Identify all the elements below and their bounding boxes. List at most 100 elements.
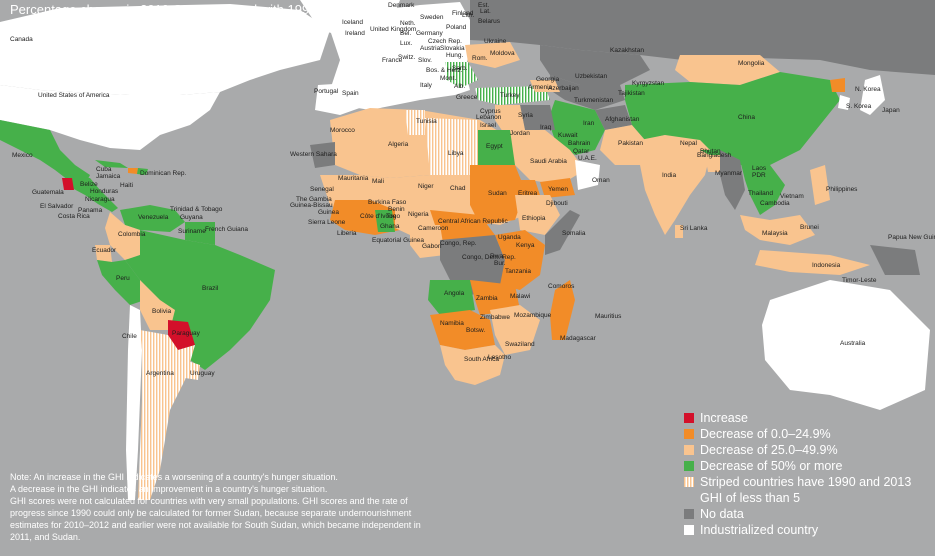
country-label: Burkina Faso — [368, 199, 407, 206]
country-label: Philippines — [826, 186, 858, 193]
country-label: Rwa. — [490, 253, 505, 260]
country-label: Iraq — [540, 124, 552, 131]
country-label: Senegal — [310, 186, 334, 193]
country-label: Eritrea — [518, 190, 538, 197]
country-label: Guinea-Bissau — [290, 202, 333, 209]
country-label: Switz. — [398, 54, 416, 61]
country-label: China — [738, 114, 755, 121]
zambia-malawi-shape — [470, 280, 520, 315]
uruguay-shape — [185, 360, 200, 380]
country-label: Bolivia — [152, 308, 172, 315]
country-label: Niger — [418, 183, 434, 190]
legend-label: Decrease of 25.0–49.9% — [700, 443, 838, 457]
country-label: French Guiana — [205, 226, 248, 233]
country-label: Portugal — [314, 88, 339, 95]
ethiopia-shape — [515, 195, 560, 235]
country-label: Serb. — [452, 65, 468, 72]
country-label: The Gambia — [296, 196, 332, 203]
cameroon-gabon-shape — [410, 225, 445, 258]
egypt-shape — [478, 130, 515, 165]
country-label: Kuwait — [558, 132, 578, 139]
country-label: Costa Rica — [58, 213, 90, 220]
paraguay-shape — [168, 320, 195, 350]
country-label: United States of America — [38, 92, 110, 99]
country-label: Haiti — [120, 182, 134, 189]
country-label: Jamaica — [96, 173, 121, 180]
legend-swatch — [684, 525, 694, 535]
country-label: Uruguay — [190, 370, 215, 377]
country-label: Yemen — [548, 186, 568, 193]
country-label: Uganda — [498, 234, 521, 241]
country-label: Rom. — [472, 55, 488, 62]
iraq-shape — [520, 105, 555, 130]
country-label: Syria — [518, 112, 533, 119]
country-label: Bos. & Herz. — [426, 67, 463, 74]
country-label: Ukraine — [484, 38, 507, 45]
country-label: Egypt — [486, 143, 503, 150]
spain-portugal-shape — [315, 82, 368, 115]
legend-label: Industrialized country — [700, 523, 819, 537]
map-title: Percentage change in 2013 GHI compared w… — [10, 2, 344, 17]
central-asia-shape — [550, 75, 625, 110]
ukraine-shape — [465, 42, 520, 68]
country-label: Brunei — [800, 224, 819, 231]
guatemala-shape — [62, 178, 74, 190]
tunisia-shape — [405, 110, 425, 135]
country-label: Sierra Leone — [308, 219, 346, 226]
country-label: Bhutan — [700, 148, 721, 155]
chile-shape — [126, 305, 142, 500]
country-label: Gabon — [422, 243, 442, 250]
legend-item-striped: Striped countries have 1990 and 2013 GHI… — [684, 474, 934, 506]
madagascar-shape — [550, 280, 575, 340]
legend-label: Decrease of 0.0–24.9% — [700, 427, 831, 441]
srilanka-shape — [675, 225, 683, 238]
legend-item-decrease-50-plus: Decrease of 50% or more — [684, 458, 934, 474]
legend-item-decrease-0-25: Decrease of 0.0–24.9% — [684, 426, 934, 442]
country-label: Algeria — [388, 141, 409, 148]
country-label: PDR — [752, 172, 766, 179]
mozambique-zimb-shape — [490, 305, 540, 355]
india-shape — [640, 135, 710, 235]
china-shape — [625, 72, 840, 165]
country-label: Timor-Leste — [842, 277, 877, 284]
russia-shape — [470, 0, 935, 75]
country-label: Belarus — [478, 18, 501, 25]
country-label: Central African Republic — [438, 218, 508, 225]
mongolia-shape — [675, 55, 780, 85]
country-label: Kyrgyzstan — [632, 80, 665, 87]
country-label: Paraguay — [172, 330, 200, 337]
country-label: Cambodia — [760, 200, 790, 207]
country-label: Sweden — [420, 14, 444, 21]
country-label: Laos — [752, 165, 767, 172]
myanmar-shape — [720, 150, 745, 210]
country-label: Madagascar — [560, 335, 596, 342]
country-label: Guinea — [318, 209, 339, 216]
legend-swatch — [684, 445, 694, 455]
country-label: Iran — [583, 120, 595, 127]
country-label: Nigeria — [408, 211, 429, 218]
country-label: Cameroon — [418, 225, 449, 232]
country-label: Togo — [386, 213, 401, 220]
country-label: United Kingdom — [370, 26, 417, 33]
yemen-shape — [540, 178, 575, 198]
country-label: Cuba — [96, 166, 112, 173]
malaysia-indo-shape — [740, 215, 870, 275]
country-label: Greece — [456, 94, 478, 101]
note-line: GHI scores were not calculated for count… — [10, 496, 421, 542]
caucasus-shape — [530, 80, 560, 92]
country-label: Venezuela — [138, 214, 169, 221]
ghana-togo-shape — [375, 210, 395, 232]
country-label: Angola — [444, 290, 465, 297]
country-label: El Salvador — [40, 203, 74, 210]
haiti-shape — [128, 168, 138, 174]
country-label: Hung. — [446, 52, 464, 59]
country-label: Afghanistan — [605, 116, 640, 123]
country-label: Libya — [448, 150, 464, 157]
country-label: Guyana — [180, 214, 203, 221]
country-label: Ireland — [345, 30, 365, 37]
country-label: Congo, Dem. Rep. — [462, 254, 516, 261]
country-label: Liberia — [337, 230, 357, 237]
note-line: A decrease in the GHI indicates an impro… — [10, 484, 328, 494]
country-label: Nepal — [680, 140, 697, 147]
